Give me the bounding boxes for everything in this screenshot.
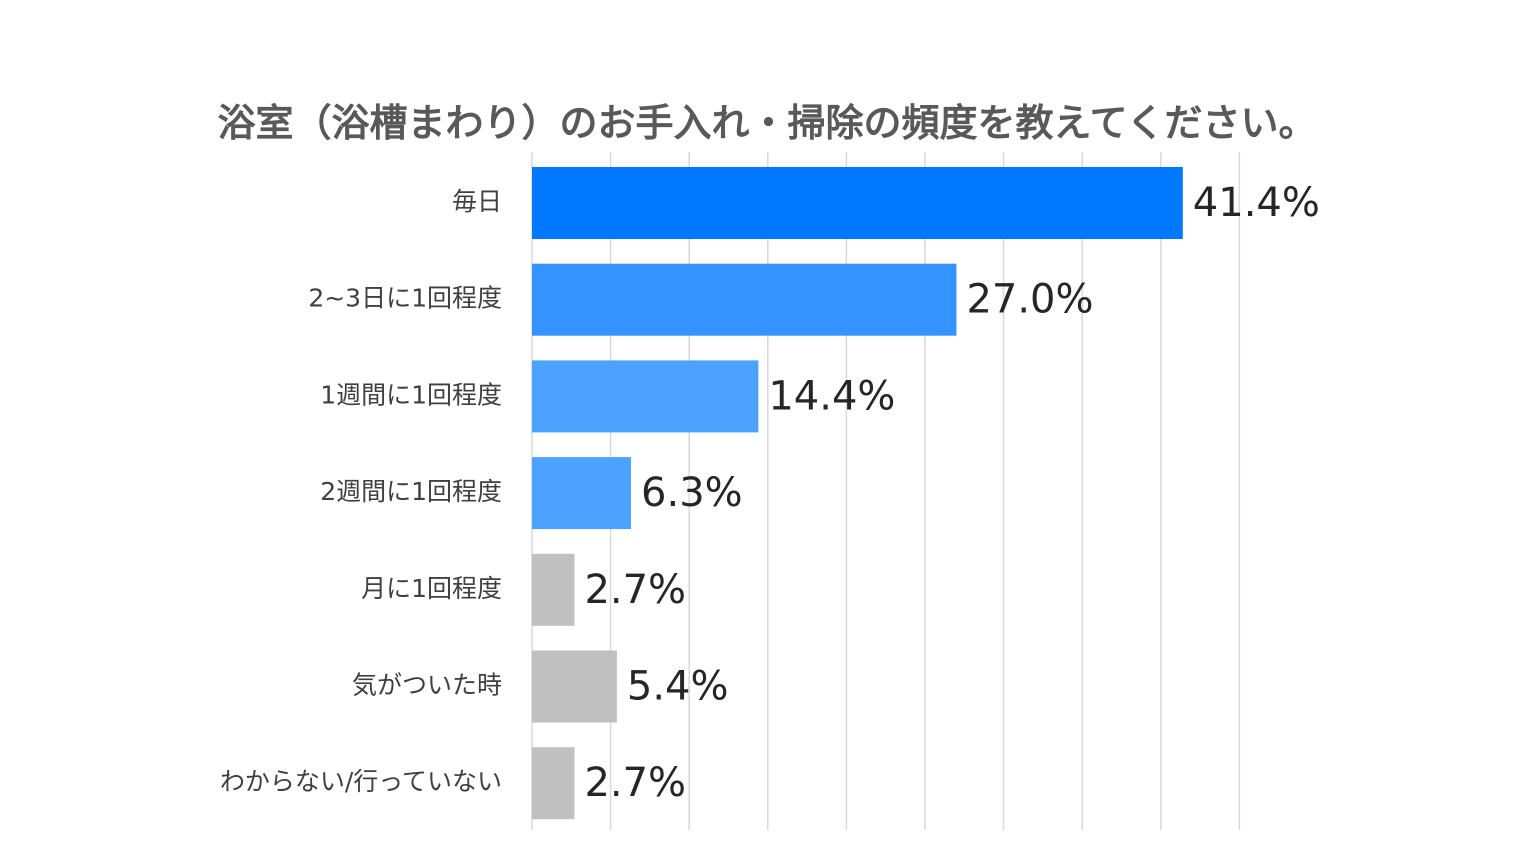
value-label: 14.4% [768,373,895,419]
category-label: 2週間に1回程度 [320,477,502,506]
category-label: わからない/行っていない [220,767,502,796]
value-label: 2.7% [584,567,686,613]
labels: 毎日 41.4% 2~3日に1回程度 27.0% 1週間に1回程度 14.4% 2週間に1回… [220,180,1320,806]
category-label: 気がついた時 [352,671,502,700]
value-label: 41.4% [1193,180,1320,226]
bar [532,457,632,530]
chart-title: 浴室（浴槽まわり）のお手入れ・掃除の頻度を教えてください。 [217,101,1317,145]
bar [532,747,575,820]
category-label: 1週間に1回程度 [320,380,502,409]
category-label: 毎日 [452,187,502,216]
bar [532,650,617,723]
bar [532,553,575,626]
value-label: 2.7% [584,760,686,806]
value-label: 27.0% [966,277,1093,323]
gridlines [531,152,1241,830]
value-label: 6.3% [641,470,743,516]
category-label: 2~3日に1回程度 [308,284,502,313]
bar [532,263,957,336]
category-label: 月に1回程度 [361,574,502,603]
bars [532,167,1183,820]
bar [532,167,1183,239]
bar [532,360,759,433]
value-label: 5.4% [627,664,729,710]
